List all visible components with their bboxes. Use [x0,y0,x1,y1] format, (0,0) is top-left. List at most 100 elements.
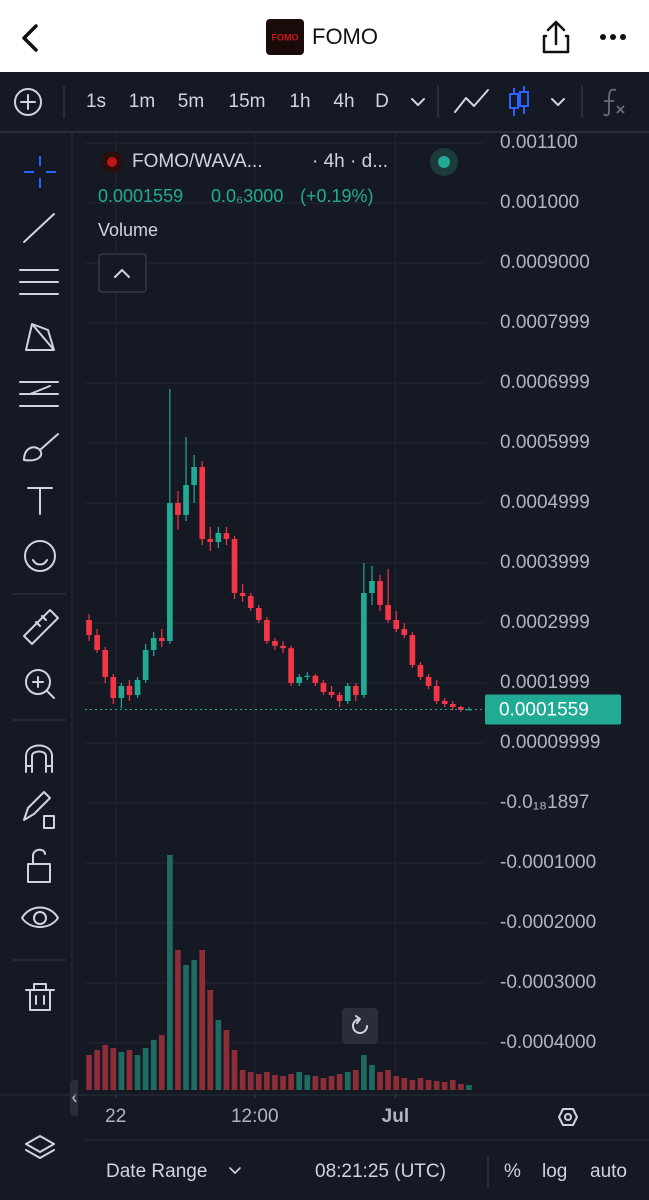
candle-body [433,685,440,701]
volume-bar [86,1055,92,1090]
volume-bar [401,1078,408,1090]
candle-body [118,685,125,698]
interval-button[interactable]: 15m [229,91,266,112]
market-status-dot [438,156,450,168]
fib-tool[interactable] [19,269,59,295]
interval-button[interactable]: 5m [178,91,204,112]
interval-dropdown[interactable] [411,98,425,106]
volume-bar [304,1075,311,1090]
indicators-button[interactable] [603,88,625,117]
delete-tool[interactable] [25,983,55,1011]
back-button[interactable] [22,24,38,52]
y-tick-label: -0.0004000 [500,1032,596,1053]
legend-meta: · 4h · d... [312,151,388,172]
lock-drawings-tool[interactable] [23,791,55,829]
y-tick-label: -0.0003000 [500,972,596,993]
add-button[interactable] [14,88,42,116]
text-tool[interactable] [27,487,53,515]
trend-line-tool[interactable] [23,213,55,243]
y-tick-label: 0.0007999 [500,312,590,333]
date-range[interactable]: Date Range [106,1161,207,1182]
brush-tool[interactable] [23,433,59,462]
line-chart-button[interactable] [454,89,489,113]
interval-button[interactable]: 1h [289,91,310,112]
volume-bar [215,1020,222,1090]
candle-body [417,664,424,677]
candle-body [239,593,246,597]
y-tick-label: 0.001100 [500,132,578,153]
axis-settings[interactable] [558,1108,578,1126]
interval-button[interactable]: 1s [86,91,106,112]
y-tick-label: 0.0002999 [500,612,590,633]
collapse-legend-button[interactable] [98,253,147,293]
reset-icon [352,1015,368,1034]
legend-change: 0.0₆3000 [211,186,283,206]
layers-button[interactable] [25,1135,55,1159]
candle-body [231,539,238,594]
volume-bar [255,1074,262,1090]
emoji-icon [24,540,56,572]
interval-button[interactable]: 4h [333,91,354,112]
y-tick-label: 0.0005999 [500,432,590,453]
tools-collapse-tab[interactable] [70,1080,78,1116]
y-tick-label: 0.001000 [500,192,579,213]
reset-chart-button[interactable] [342,1008,378,1044]
candle-body [175,503,181,516]
candle-body [247,596,254,609]
legend-price: 0.0001559 [98,186,183,206]
candle-body [158,637,165,641]
y-tick-label: -0.0₁₈1897 [500,792,589,813]
hide-tool[interactable] [21,906,59,928]
auto-toggle[interactable]: auto [590,1161,627,1182]
candle-body [296,676,303,683]
ruler-tool[interactable] [23,609,59,645]
candle-body [94,634,100,650]
interval-button[interactable]: 1m [129,91,155,112]
volume-bar [361,1055,367,1090]
date-range-dropdown[interactable] [229,1167,241,1174]
emoji-tool[interactable] [24,540,56,572]
interval-button[interactable]: D [375,91,389,112]
percent-toggle[interactable]: % [504,1161,521,1182]
zoom-tool[interactable] [25,669,55,699]
volume-bar [320,1078,327,1090]
candle-body [320,682,327,692]
candle-body [369,581,375,594]
candle-body [255,608,262,620]
chart-type-dropdown[interactable] [551,98,565,106]
unlock-tool[interactable] [27,848,51,883]
volume-bar [296,1072,303,1090]
header-title: FOMO [312,24,378,49]
volume-bar [118,1052,125,1090]
candle-body [167,503,173,641]
volume-bar [231,1050,238,1090]
drawing-tools [12,156,66,1011]
candle-body [304,675,311,677]
share-button[interactable] [542,20,570,54]
candle-body [441,700,448,704]
y-tick-label: -0.0002000 [500,912,596,933]
pattern-tool[interactable] [25,323,55,351]
candle-body [191,467,197,486]
crosshair-tool[interactable] [24,156,56,188]
y-tick-label: 0.0004999 [500,492,590,513]
volume-bar [264,1072,270,1090]
candle-body [183,485,189,516]
candle-type-button[interactable] [509,86,529,116]
magnet-tool[interactable] [25,744,53,773]
toolbar [0,72,649,132]
emoji-icon [32,559,48,566]
header-bar [0,0,649,72]
more-button[interactable] [600,34,626,40]
volume-bar [369,1065,375,1090]
candle-body [312,675,319,683]
last-price-label: 0.0001559 [499,699,589,720]
log-toggle[interactable]: log [542,1161,567,1182]
token-logo [266,19,304,55]
candle-body [207,539,214,543]
volume-bar [441,1082,448,1090]
prediction-tool[interactable] [19,381,59,407]
candle-body [280,645,286,649]
candle-body [150,637,157,650]
zoom-icon [32,676,55,699]
